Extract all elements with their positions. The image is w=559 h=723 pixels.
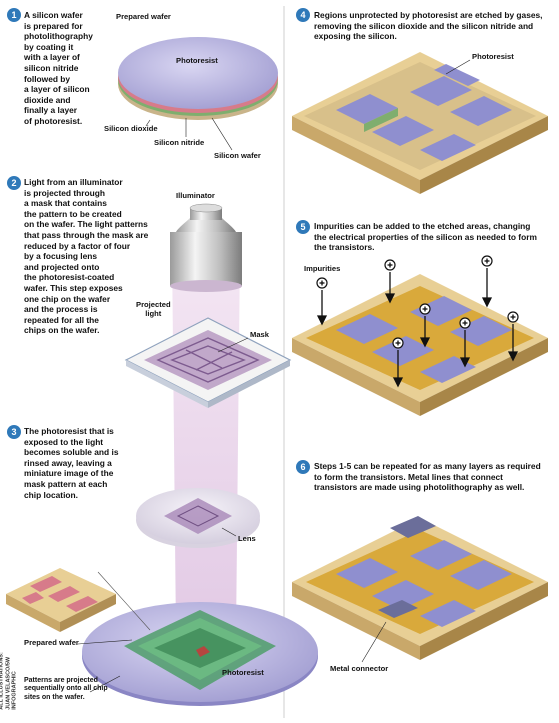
step-1-badge: 1 <box>7 8 21 22</box>
step-4-text: Regions unprotected by photoresist are e… <box>314 10 543 42</box>
step-5-badge: 5 <box>296 220 310 234</box>
metal-layer-block-illustration <box>292 516 548 660</box>
label-patterns-note: Patterns are projected sequentially onto… <box>24 677 108 701</box>
step-2-text: Light from an illuminator is projected t… <box>24 177 149 336</box>
label-photoresist-top: Photoresist <box>176 56 218 65</box>
label-projected-light: Projected light <box>136 300 171 318</box>
chip-grid-wafer <box>82 602 318 706</box>
impurity-arrows <box>316 268 519 388</box>
projected-light-beam <box>172 250 240 635</box>
lens-illustration <box>136 488 260 548</box>
label-prepared-wafer-bottom: Prepared wafer <box>24 638 79 647</box>
step-5-text: Impurities can be added to the etched ar… <box>314 221 537 253</box>
label-illuminator: Illuminator <box>176 191 215 200</box>
doped-block-illustration <box>292 274 548 416</box>
label-lens: Lens <box>238 534 256 543</box>
label-mask: Mask <box>250 330 269 339</box>
step-3-text: The photoresist that is exposed to the l… <box>24 426 119 500</box>
step-2-badge: 2 <box>7 176 21 190</box>
label-silicon-wafer: Silicon wafer <box>214 151 261 160</box>
label-prepared-wafer-top: Prepared wafer <box>116 12 171 21</box>
label-photoresist-bottom: Photoresist <box>222 668 264 677</box>
mask-illustration <box>124 317 292 408</box>
etched-block-illustration <box>292 52 548 194</box>
exposed-chip-illustration <box>6 568 116 632</box>
label-impurities: Impurities <box>304 264 341 273</box>
label-silicon-nitride: Silicon nitride <box>154 138 205 147</box>
label-photoresist-step4: Photoresist <box>472 52 514 61</box>
step-3-badge: 3 <box>7 425 21 439</box>
step-6-badge: 6 <box>296 460 310 474</box>
label-silicon-dioxide: Silicon dioxide <box>104 124 158 133</box>
prepared-wafer-illustration <box>118 37 278 120</box>
step-4-badge: 4 <box>296 8 310 22</box>
illuminator-illustration <box>170 203 242 292</box>
step-6-text: Steps 1-5 can be repeated for as many la… <box>314 461 541 493</box>
step-1-text: A silicon wafer is prepared for photolit… <box>24 10 93 126</box>
illustration-credit: ALL ILLUSTRATIONS: JUAN VELASCO/5W INFOG… <box>0 652 18 710</box>
label-metal-connector: Metal connector <box>330 664 389 673</box>
